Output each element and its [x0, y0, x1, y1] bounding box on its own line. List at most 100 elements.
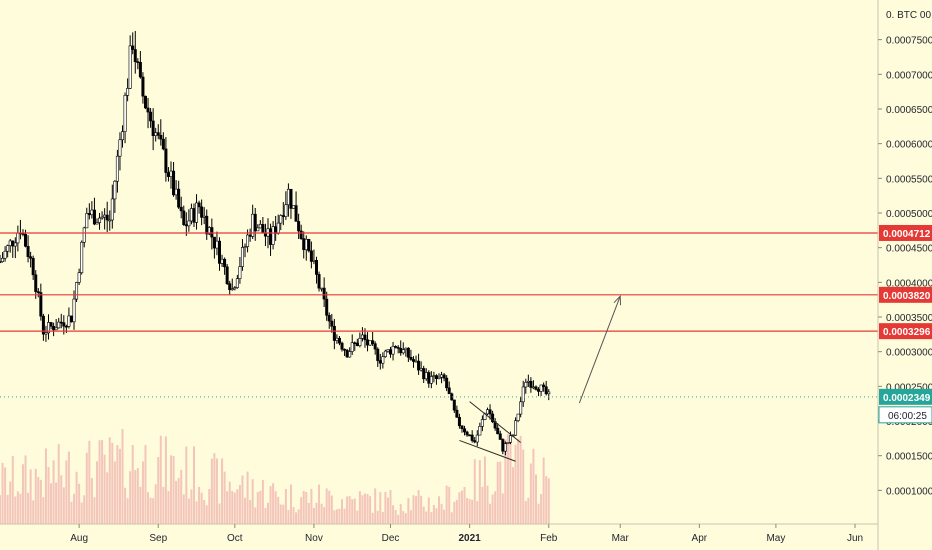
candle-body [309, 250, 313, 262]
candle-body [67, 315, 71, 327]
x-tick-label: 2021 [459, 533, 482, 544]
volume-bar [141, 461, 144, 524]
candle-body [110, 198, 114, 221]
volume-bar [78, 483, 81, 524]
volume-bar [305, 491, 308, 524]
candle-body [6, 245, 10, 252]
candle-body [534, 386, 538, 390]
volume-bar [328, 490, 331, 524]
candle-body [389, 349, 393, 355]
volume-bar [366, 494, 369, 524]
volume-bar [514, 444, 517, 524]
volume-bar [284, 489, 287, 524]
candle-body [463, 428, 467, 433]
candle-body [498, 433, 502, 440]
horizontal-levels[interactable] [0, 232, 878, 398]
candle-body [8, 240, 12, 246]
candle-body [304, 238, 308, 251]
x-tick-label: Sep [149, 533, 167, 544]
candle-body [44, 332, 48, 335]
volume-bar [501, 493, 504, 524]
volume-bar [460, 490, 463, 524]
candle-body [0, 261, 2, 263]
volume-bar [458, 492, 461, 524]
candle-body [128, 45, 132, 89]
candle-body [143, 95, 147, 109]
volume-bar [134, 470, 137, 524]
y-tick-label: 0.0007500 [886, 36, 932, 47]
volume-bar [60, 475, 63, 524]
candle-body [34, 274, 38, 292]
volume-bar [443, 509, 446, 524]
candle-body [24, 233, 28, 247]
volume-bar [147, 492, 150, 524]
candle-body [452, 399, 456, 411]
volume-bar [455, 499, 458, 524]
volume-bar [1, 462, 4, 524]
volume-bar [244, 497, 247, 524]
x-tick-label: Nov [305, 533, 323, 544]
volume-bar [50, 483, 53, 524]
candle-body [345, 349, 349, 358]
candle-body [90, 209, 94, 216]
volume-bar [517, 438, 520, 524]
volume-bar [409, 510, 412, 524]
volume-bar [534, 474, 537, 524]
candle-body [514, 420, 518, 436]
candle-body [343, 348, 347, 351]
candle-body [113, 180, 117, 200]
candle-body [284, 204, 288, 217]
level-price-label: 0.0003296 [883, 327, 931, 338]
drawings[interactable] [459, 295, 622, 462]
volume-bar [540, 494, 543, 524]
candle-body [422, 368, 426, 380]
volume-bar [307, 502, 310, 524]
volume-bar [210, 458, 213, 524]
candle-body [519, 401, 523, 415]
volume-bar [287, 509, 290, 524]
candle-body [348, 351, 352, 358]
time-axis[interactable]: Aug Sep Oct Nov Dec 2021 Feb Mar Apr May Jun [70, 524, 863, 544]
candle-body [317, 274, 321, 289]
price-axis[interactable]: 0.00010000.00015000.00020000.00025000.00… [878, 36, 932, 498]
candle-body [485, 409, 489, 415]
volume-bar [154, 484, 157, 524]
volume-bar [358, 491, 361, 524]
candle-body [455, 409, 459, 418]
volume-bar [432, 505, 435, 524]
candle-body [54, 327, 58, 331]
candle-body [307, 238, 311, 252]
y-tick-label: 0.0004500 [886, 244, 932, 255]
candle-body [57, 321, 61, 329]
volume-bar [524, 500, 527, 524]
volume-bar [111, 442, 114, 524]
y-tick-label: 0.0002500 [886, 382, 932, 393]
candle-body [473, 440, 477, 443]
candle-body [75, 282, 79, 300]
candle-body [302, 238, 306, 251]
volume-bar [369, 496, 372, 524]
volume-bar [187, 498, 190, 524]
volume-bar [440, 503, 443, 524]
volume-bar [6, 494, 9, 524]
y-tick-label: 0.0005000 [886, 209, 932, 220]
candle-body [478, 425, 482, 436]
volume-bar [192, 446, 195, 524]
candle-body [335, 337, 339, 341]
candle-body [366, 339, 370, 346]
candle-body [542, 384, 546, 388]
volume-bar [24, 455, 27, 524]
volume-bar [445, 485, 448, 524]
volume-bar [430, 512, 433, 524]
volume-bar [547, 478, 550, 524]
volume-bar [233, 492, 236, 524]
volume-bar [121, 429, 124, 524]
volume-bar [399, 504, 402, 524]
volume-bar [32, 500, 35, 524]
candle-body [192, 208, 196, 223]
volume-bar [384, 491, 387, 524]
volume-bar [537, 503, 540, 524]
candle-body [11, 240, 15, 247]
candle-body [417, 360, 421, 371]
